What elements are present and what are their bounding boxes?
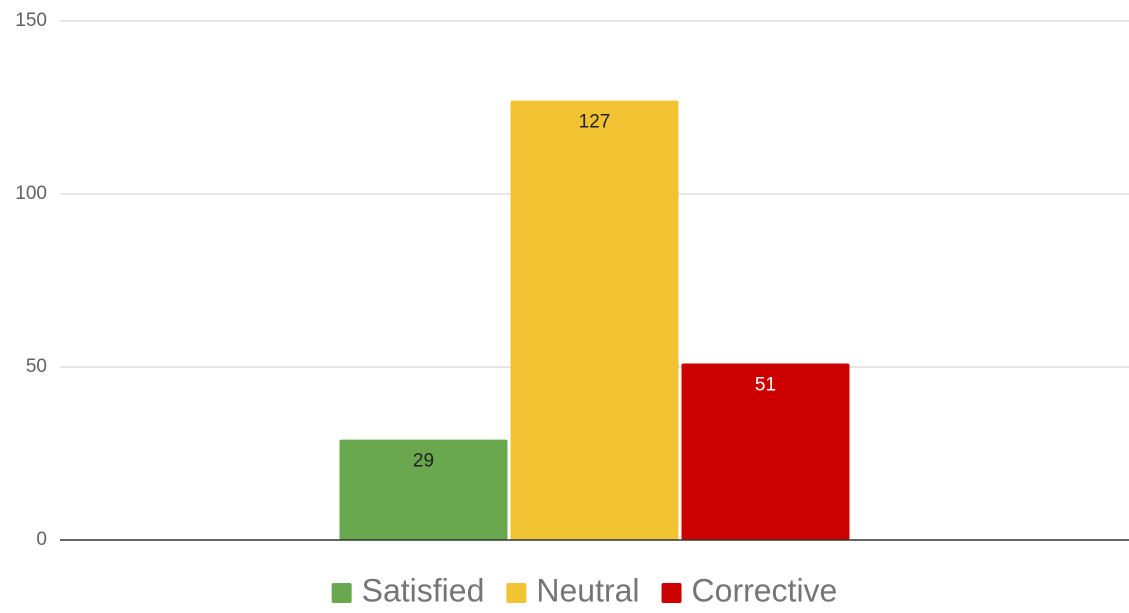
y-tick-label: 100 — [15, 183, 47, 204]
data-label: 51 — [755, 375, 776, 396]
data-label: 29 — [413, 451, 434, 472]
legend-label: Neutral — [536, 572, 639, 608]
y-tick-label: 150 — [15, 10, 47, 31]
legend-swatch — [506, 583, 527, 603]
y-tick-label: 50 — [26, 356, 47, 377]
legend-label: Satisfied — [362, 572, 485, 608]
bar — [510, 100, 679, 540]
legend-swatch — [661, 583, 682, 603]
legend-swatch — [331, 583, 352, 603]
y-tick-label: 0 — [36, 529, 47, 550]
legend-label: Corrective — [692, 572, 838, 608]
data-label: 127 — [579, 112, 611, 133]
bar — [339, 439, 508, 540]
bar — [681, 363, 850, 540]
